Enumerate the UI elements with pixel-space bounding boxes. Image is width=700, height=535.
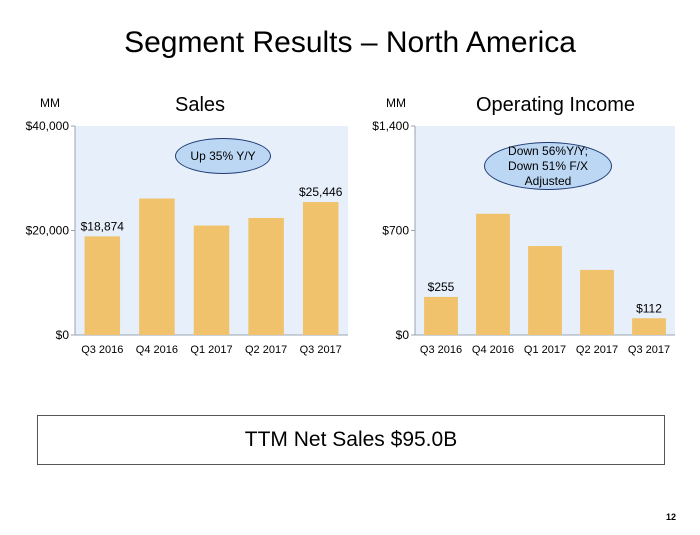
x-tick-label: Q2 2017 [245,344,287,356]
data-label: $18,874 [81,219,125,233]
bar-q3-2016 [84,236,121,335]
bar-q1-2017 [193,225,230,335]
oi-callout: Down 56%Y/Y; Down 51% F/X Adjusted [484,142,612,190]
x-tick-label: Q4 2016 [472,344,514,356]
data-label: $25,446 [299,185,343,199]
x-tick-label: Q2 2017 [576,344,618,356]
operating-income-chart: MM Operating Income $0 $700 $1,400 Q3 2016 $… [360,88,690,368]
bar-q3-2017 [302,202,339,335]
y-tick-label: $40,000 [26,119,70,133]
bar-q4-2016 [139,198,175,335]
bar-q3-2017 [632,318,666,335]
sales-chart-svg: $0 $20,000 $40,000 Q3 2016 $18,874 Q4 2016 Q1 … [26,119,348,356]
y-tick-label: $0 [56,328,70,342]
x-tick-label: Q3 2017 [628,344,670,356]
ttm-net-sales-text: TTM Net Sales $95.0B [244,428,458,451]
bar-q2-2017 [580,269,614,335]
bar-q1-2017 [528,246,562,335]
x-tick-label: Q3 2017 [300,344,342,356]
bar-q2-2017 [248,217,284,335]
sales-unit-label: MM [40,96,60,110]
sales-chart-title: Sales [174,94,226,116]
x-tick-label: Q3 2016 [81,344,123,356]
bar-q3-2016 [424,296,458,335]
x-tick-label: Q1 2017 [190,344,232,356]
oi-chart-svg: $0 $700 $1,400 Q3 2016 $255 Q4 2016 Q1 2017 Q2 … [372,119,675,356]
y-tick-label: $700 [382,224,409,238]
y-tick-label: $20,000 [26,224,70,238]
y-tick-label: $0 [396,328,410,342]
x-tick-label: Q4 2016 [136,344,178,356]
ttm-net-sales-box: TTM Net Sales $95.0B [37,415,665,465]
page-number: 12 [665,512,676,522]
data-label: $112 [636,301,662,315]
slide-title: Segment Results – North America [124,26,576,59]
oi-chart-title: Operating Income [476,94,635,116]
oi-unit-label: MM [386,96,406,110]
x-tick-label: Q3 2016 [420,344,462,356]
x-tick-label: Q1 2017 [524,344,566,356]
y-tick-label: $1,400 [372,119,409,133]
data-label: $255 [428,280,455,294]
bar-q4-2016 [476,213,510,335]
sales-callout: Up 35% Y/Y [175,138,271,174]
sales-chart: MM Sales $0 $20,000 $40,000 Q3 2016 $18,874 Q… [10,88,355,368]
